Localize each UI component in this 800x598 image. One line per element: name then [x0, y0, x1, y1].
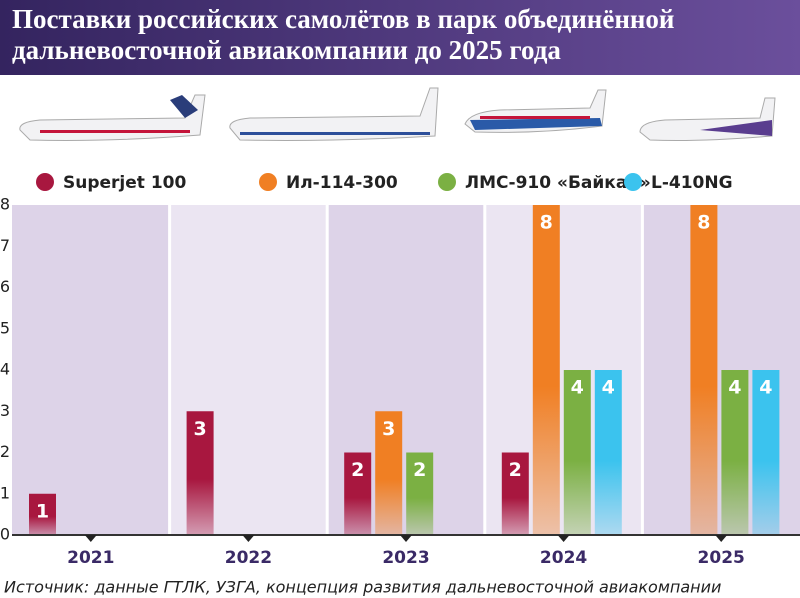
y-tick-label: 5 [0, 318, 10, 337]
legend-swatch [259, 173, 277, 191]
y-tick-label: 6 [0, 277, 10, 296]
x-tick-marker [715, 535, 728, 542]
plane-illustrations [19, 87, 776, 141]
data-label: 3 [193, 418, 206, 440]
legend-label: Superjet 100 [63, 173, 186, 193]
group-background [12, 205, 170, 535]
bar [375, 411, 403, 535]
source-note: Источник: данные ГТЛК, УЗГА, концепция р… [4, 578, 721, 597]
bar [501, 452, 529, 535]
data-label: 2 [351, 459, 364, 481]
x-tick-label: 2025 [698, 548, 745, 568]
x-tick-label: 2024 [540, 548, 587, 568]
bar [406, 452, 434, 535]
data-label: 4 [571, 377, 584, 399]
x-tick-label: 2021 [67, 548, 114, 568]
x-tick-marker [84, 535, 97, 542]
x-tick-marker [242, 535, 255, 542]
x-tick-marker [557, 535, 570, 542]
x-tick-marker [400, 535, 412, 542]
header: Поставки российских самолётов в парк объ… [0, 0, 800, 75]
legend-label: Ил-114-300 [286, 173, 398, 193]
data-label: 4 [602, 377, 615, 399]
legend-swatch [438, 173, 456, 191]
bar [29, 493, 56, 535]
y-tick-label: 2 [0, 442, 10, 461]
chart-title: Поставки российских самолётов в парк объ… [12, 4, 675, 65]
legend-item: Superjet 100 [36, 173, 186, 193]
bar [721, 370, 749, 535]
legend-item: Ил-114-300 [259, 173, 398, 193]
legend-label: L-410NG [651, 173, 733, 193]
y-tick-label: 4 [0, 360, 10, 379]
bar [186, 411, 214, 535]
data-label: 4 [759, 377, 772, 399]
data-label: 2 [509, 459, 522, 481]
y-tick-label: 0 [0, 525, 10, 544]
legend-item: L-410NG [624, 173, 733, 193]
legend-item: ЛМС-910 «Байкал» [438, 173, 651, 193]
data-label: 1 [36, 500, 49, 522]
bar [344, 452, 372, 535]
data-label: 3 [382, 418, 395, 440]
bar [594, 370, 622, 535]
legend: Superjet 100 Ил-114-300 ЛМС-910 «Байкал» L-… [36, 173, 733, 193]
y-tick-label: 3 [0, 401, 10, 420]
legend-swatch [624, 173, 642, 191]
y-tick-label: 8 [0, 195, 10, 214]
x-tick-label: 2022 [225, 548, 272, 568]
data-label: 2 [413, 459, 426, 481]
bar [690, 205, 718, 535]
y-tick-label: 1 [0, 483, 10, 502]
x-tick-label: 2023 [382, 548, 429, 568]
legend-swatch [36, 173, 54, 191]
y-tick-label: 7 [0, 236, 10, 255]
bar [752, 370, 780, 535]
data-label: 8 [697, 212, 710, 234]
bar [532, 205, 560, 535]
bar [563, 370, 591, 535]
legend-label: ЛМС-910 «Байкал» [465, 173, 651, 193]
data-label: 8 [540, 212, 553, 234]
data-label: 4 [728, 377, 741, 399]
